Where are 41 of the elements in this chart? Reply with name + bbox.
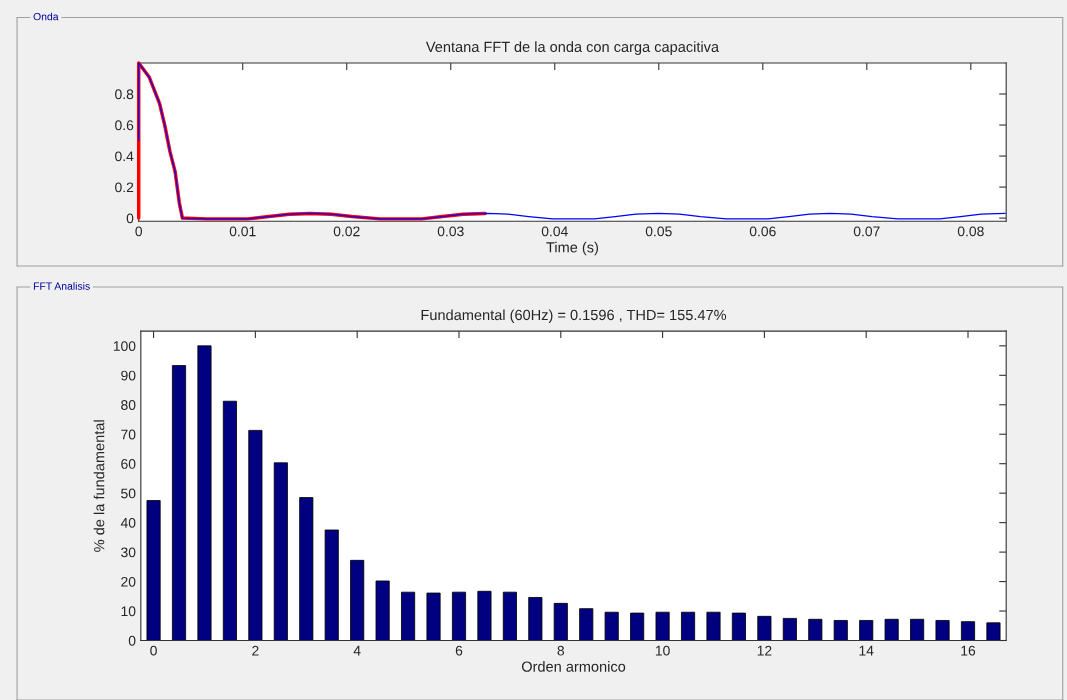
x-tick-label: 0.08 [957, 226, 984, 237]
y-tick-label: 20 [121, 576, 136, 587]
x-tick-label: 0.06 [749, 226, 776, 237]
y-tick-label: 0 [128, 635, 136, 646]
y-tick-label: 10 [121, 606, 136, 617]
x-axis-title: Orden armonico [521, 661, 626, 672]
y-axis-title: % de la fundamental [93, 420, 105, 552]
text: FFT Analisis [33, 282, 90, 290]
x-tick-label: 6 [455, 645, 463, 656]
x-tick-label: 4 [353, 645, 361, 656]
chart-title: Fundamental (60Hz) = 0.1596 , THD= 155.47% [421, 309, 727, 324]
text: Onda [33, 12, 59, 21]
x-tick-label: 8 [557, 645, 565, 656]
x-tick-label: 0.04 [541, 226, 568, 237]
y-tick-label: 30 [121, 547, 136, 558]
y-tick-label: 0.8 [115, 89, 134, 100]
x-tick-label: 0.03 [437, 226, 464, 237]
x-tick-label: 0 [150, 645, 157, 656]
y-tick-label: 0.6 [115, 120, 134, 131]
x-tick-label: 0 [135, 226, 143, 237]
y-tick-label: 0 [126, 213, 134, 224]
x-tick-label: 0.02 [333, 226, 360, 237]
y-tick-label: 0.4 [115, 151, 134, 162]
y-tick-label: 90 [121, 370, 136, 381]
x-tick-label: 16 [961, 645, 976, 656]
x-tick-label: 10 [655, 645, 670, 656]
x-tick-label: 0.05 [645, 226, 672, 237]
chart-title: Ventana FFT de la onda con carga capacitiva [425, 41, 720, 55]
y-tick-label: 100 [113, 341, 136, 351]
x-tick-label: 0.01 [229, 226, 256, 237]
y-tick-label: 0.2 [115, 182, 134, 193]
x-tick-label: 12 [757, 645, 772, 656]
x-tick-label: 0.07 [853, 226, 880, 237]
y-tick-label: 60 [121, 459, 136, 469]
x-tick-label: 2 [252, 645, 259, 656]
y-tick-label: 80 [121, 400, 136, 410]
y-tick-label: 40 [120, 517, 136, 528]
y-tick-label: 50 [121, 488, 136, 499]
y-tick-label: 70 [121, 429, 136, 440]
x-tick-label: 14 [859, 645, 874, 656]
x-axis-title: Time (s) [546, 241, 598, 256]
